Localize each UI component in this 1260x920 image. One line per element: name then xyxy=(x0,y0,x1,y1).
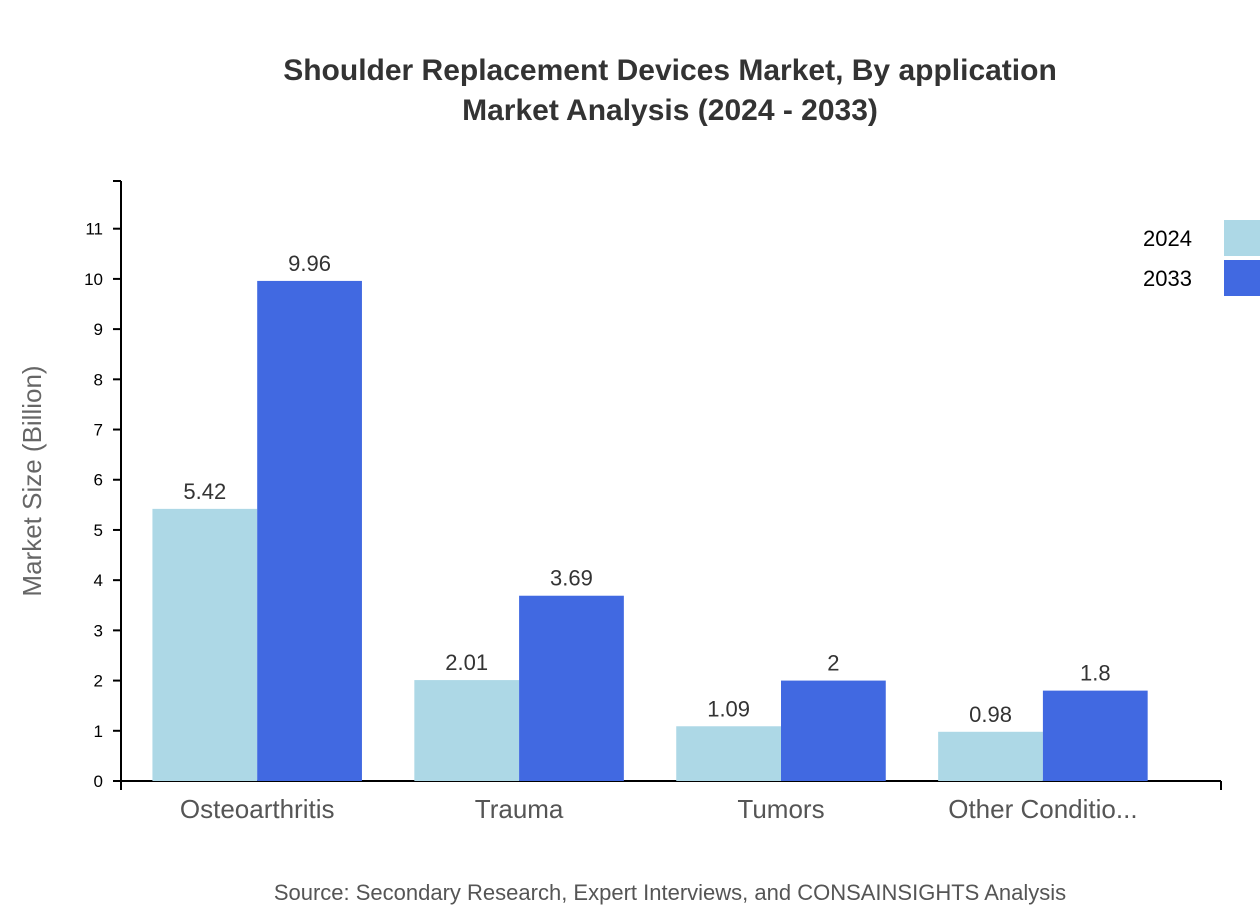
y-tick-label: 1 xyxy=(94,722,103,741)
data-label: 3.69 xyxy=(550,566,593,591)
y-tick-label: 8 xyxy=(94,370,103,389)
legend-swatch-2024 xyxy=(1224,220,1260,256)
y-tick-label: 3 xyxy=(94,621,103,640)
bars: 5.42 9.96 2.01 3.69 1.09 2 0.98 1.8 xyxy=(152,251,1148,781)
y-tick-label: 11 xyxy=(85,220,103,239)
bar-2033-0 xyxy=(257,280,362,781)
data-label: 5.42 xyxy=(183,479,226,504)
y-tick-label: 7 xyxy=(94,421,103,440)
y-tick-label: 2 xyxy=(94,672,103,691)
x-tick-label: Other Conditio... xyxy=(948,794,1137,824)
legend: 2024 2033 xyxy=(1143,220,1260,296)
data-label: 9.96 xyxy=(288,251,331,276)
source-note: Source: Secondary Research, Expert Inter… xyxy=(274,880,1066,905)
y-axis-label: Market Size (Billion) xyxy=(17,365,47,596)
data-label: 2 xyxy=(827,651,839,676)
bar-2024-0 xyxy=(152,508,258,781)
y-axis: 0 1 2 3 4 5 6 7 8 9 10 11 xyxy=(84,180,122,791)
x-tick-label: Tumors xyxy=(737,794,824,824)
legend-label: 2024 xyxy=(1143,226,1192,251)
x-tick-label: Osteoarthritis xyxy=(180,794,335,824)
y-tick-label: 4 xyxy=(94,571,103,590)
chart-title-line1: Shoulder Replacement Devices Market, By … xyxy=(283,54,1057,87)
legend-label: 2033 xyxy=(1143,266,1192,291)
data-label: 2.01 xyxy=(445,650,488,675)
chart-title-line2: Market Analysis (2024 - 2033) xyxy=(462,94,878,127)
bar-2033-3 xyxy=(1042,690,1148,781)
y-tick-label: 6 xyxy=(94,471,103,490)
data-label: 1.8 xyxy=(1080,661,1111,686)
y-tick-label: 0 xyxy=(94,772,103,791)
bar-2024-1 xyxy=(414,680,520,781)
y-tick-label: 9 xyxy=(94,320,103,339)
x-tick-label: Trauma xyxy=(475,794,564,824)
y-tick-label: 5 xyxy=(94,521,103,540)
bar-2024-2 xyxy=(676,726,781,781)
x-axis: Osteoarthritis Trauma Tumors Other Conditio… xyxy=(120,780,1222,824)
bar-2033-1 xyxy=(519,595,624,781)
legend-swatch-2033 xyxy=(1224,260,1260,296)
data-label: 1.09 xyxy=(707,696,750,721)
data-label: 0.98 xyxy=(969,702,1012,727)
y-tick-label: 10 xyxy=(84,270,103,289)
bar-2033-2 xyxy=(781,680,886,781)
bar-2024-3 xyxy=(938,731,1043,781)
